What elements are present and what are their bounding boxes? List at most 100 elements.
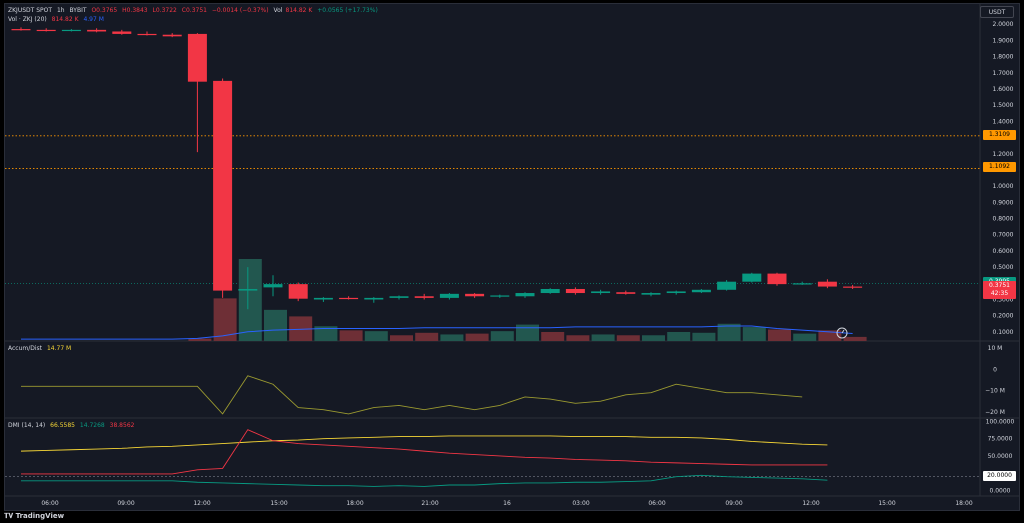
price-axis-label: 1.0000 [993, 183, 1014, 190]
candle-body [213, 80, 233, 291]
candle-body [414, 296, 434, 298]
price-axis-label: 1.4000 [993, 118, 1014, 125]
volume-bar [566, 335, 590, 341]
legend-exchange: BYBIT [69, 7, 87, 14]
replay-clock-icon[interactable] [836, 327, 848, 339]
volume-bar [440, 334, 464, 341]
footer: 𝐓𝐕 TradingView [0, 511, 1024, 523]
candle[interactable] [817, 279, 837, 289]
candle[interactable] [11, 27, 31, 31]
candle-body [112, 31, 132, 34]
price-tag: 1.1092 [983, 162, 1016, 173]
candle[interactable] [87, 28, 107, 33]
ad-legend[interactable]: Accum/Dist 14.77 M [8, 345, 74, 353]
candle[interactable] [112, 29, 132, 35]
candle-body [717, 281, 737, 290]
volume-bar [591, 334, 615, 341]
candle-body [742, 273, 762, 282]
dmi-legend-label: DMI (14, 14) [8, 422, 46, 429]
candle-body [389, 296, 409, 298]
candle[interactable] [666, 290, 686, 295]
time-axis-label: 06:00 [41, 500, 58, 507]
price-axis-label: 1.6000 [993, 86, 1014, 93]
candle[interactable] [137, 31, 157, 36]
candle-body [490, 295, 510, 297]
price-axis-label: 0.1000 [993, 329, 1014, 336]
candle[interactable] [591, 289, 611, 295]
candle[interactable] [792, 281, 812, 285]
candle[interactable] [61, 29, 81, 32]
volume-legend[interactable]: Vol · ZKJ (20) 814.82 K 4.97 M [8, 16, 107, 24]
candle[interactable] [717, 280, 737, 291]
candle[interactable] [263, 275, 283, 297]
volume-bar [314, 326, 338, 341]
candle-body [313, 297, 333, 300]
candle[interactable] [187, 33, 207, 153]
volume-bar [465, 333, 489, 341]
adx-line [20, 435, 828, 452]
candle[interactable] [691, 288, 711, 294]
candle[interactable] [339, 296, 359, 300]
volume-bar [843, 336, 867, 341]
candle[interactable] [238, 267, 258, 310]
candle[interactable] [288, 282, 308, 302]
candle[interactable] [213, 78, 233, 298]
candle[interactable] [616, 290, 636, 295]
candle[interactable] [742, 272, 762, 283]
currency-button[interactable]: USDT [980, 6, 1014, 18]
volume-bar [768, 329, 791, 341]
candle-body [616, 292, 636, 294]
time-axis-label: 16 [503, 500, 511, 507]
candle[interactable] [313, 297, 333, 302]
plus-di-line [21, 474, 828, 487]
volume-bar [390, 335, 413, 341]
price-tag: 42:35 [983, 289, 1016, 300]
legend-high: H0.3843 [122, 7, 148, 14]
price-axis-label: 0.7000 [993, 232, 1014, 239]
candle[interactable] [565, 287, 585, 295]
tradingview-logo-mark: 𝐓𝐕 [4, 512, 16, 520]
price-axis-label: 0.6000 [993, 248, 1014, 255]
main-legend[interactable]: ZKJUSDT SPOT 1h BYBIT O0.3765 H0.3843 L0… [8, 7, 381, 15]
candle[interactable] [364, 297, 384, 303]
candle-body [641, 293, 661, 295]
candle[interactable] [36, 28, 56, 32]
time-axis-label: 18:00 [346, 500, 363, 507]
time-axis-label: 15:00 [878, 500, 895, 507]
price-tag: 0.3751 [983, 281, 1016, 292]
candle-body [565, 288, 585, 294]
volume-bar [692, 332, 716, 341]
dmi-threshold-tag: 20.0000 [983, 470, 1016, 481]
time-axis-label: 18:00 [955, 500, 972, 507]
price-axis-label: 0.8000 [993, 216, 1014, 223]
time-axis-label: 21:00 [421, 500, 438, 507]
ad-axis-label: −20 M [985, 409, 1005, 416]
candle[interactable] [389, 295, 409, 300]
candle[interactable] [414, 293, 434, 300]
chart-frame[interactable]: 2.0000 1.9000 1.8000 1.7000 1.6000 1.5000 1.40… [4, 3, 1020, 511]
candle[interactable] [843, 284, 863, 289]
chart-canvas[interactable]: 2.0000 1.9000 1.8000 1.7000 1.6000 1.5000 1.40… [5, 4, 1020, 511]
dmi-legend[interactable]: DMI (14, 14) 66.5585 14.7268 38.8562 [8, 422, 137, 430]
volume-bar [793, 333, 817, 341]
tradingview-logo[interactable]: 𝐓𝐕 TradingView [4, 512, 64, 521]
candle[interactable] [641, 292, 661, 297]
candle[interactable] [465, 293, 485, 298]
candle-body [843, 286, 863, 288]
candle[interactable] [439, 293, 459, 300]
time-axis-label: 15:00 [270, 500, 287, 507]
candle-body [187, 33, 207, 82]
candle[interactable] [540, 288, 560, 294]
candle[interactable] [767, 272, 787, 286]
candle[interactable] [490, 294, 510, 298]
candle[interactable] [162, 33, 182, 38]
dmi-axis-label: 0.0000 [990, 488, 1011, 495]
ad-legend-value: 14.77 M [46, 345, 72, 352]
candle-body [263, 284, 283, 288]
candle[interactable] [515, 292, 535, 298]
legend-symbol[interactable]: ZKJUSDT SPOT [8, 7, 53, 14]
candle-body [288, 284, 308, 299]
ad-axis-label: −10 M [985, 388, 1005, 395]
volume-bar [742, 327, 766, 341]
volume-bar [667, 331, 691, 341]
